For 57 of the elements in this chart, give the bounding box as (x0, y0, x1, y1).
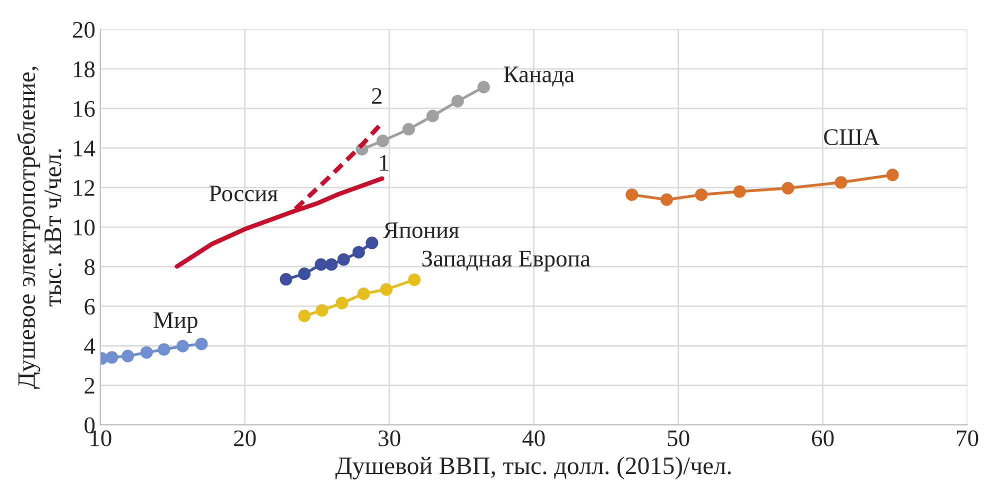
point (660, 193, 673, 206)
point (337, 253, 350, 266)
point (366, 236, 378, 250)
point (316, 304, 328, 317)
point (158, 343, 170, 356)
x-tick-label: 70 (957, 430, 978, 446)
y-tick-label: 2 (84, 378, 94, 394)
point (122, 350, 134, 362)
y-axis-title: Душевое электропотребление, тыс. кВт ч/чел. (16, 66, 62, 389)
point (325, 258, 338, 271)
y-tick-label: 6 (84, 298, 95, 315)
point (782, 182, 794, 194)
point (402, 122, 415, 136)
y-tick-label: 18 (74, 61, 95, 78)
series-label: США (824, 129, 880, 146)
point (451, 94, 464, 108)
point (477, 80, 490, 94)
y-tick-label: 20 (72, 22, 95, 38)
x-tick-label: 40 (522, 430, 545, 446)
series-label: Мир (154, 312, 198, 333)
point (298, 268, 311, 280)
y-tick-label: 10 (74, 220, 95, 236)
point (733, 185, 746, 198)
point (195, 338, 208, 350)
point (298, 310, 311, 322)
point (314, 258, 328, 271)
series-label: Япония (383, 222, 460, 238)
point (426, 110, 439, 122)
point (695, 188, 708, 201)
y-tick-label: 16 (74, 101, 95, 117)
series-label: Канада (504, 66, 574, 87)
y-tick-label: 12 (74, 180, 94, 196)
point (380, 283, 393, 296)
point (140, 346, 153, 359)
x-tick-label: 50 (668, 430, 690, 446)
point (352, 246, 365, 258)
point (336, 296, 348, 310)
x-tick-label: 30 (378, 430, 400, 446)
series-label: 2 (372, 88, 382, 104)
y-tick-label: 14 (74, 140, 96, 156)
point (834, 176, 848, 189)
point (106, 351, 118, 364)
point (626, 188, 638, 201)
x-tick-label: 20 (234, 430, 256, 446)
point (408, 273, 421, 286)
y-tick-label: 4 (84, 338, 96, 354)
point (176, 340, 189, 352)
x-tick-label: 60 (812, 430, 834, 446)
annotation: Россия (209, 186, 278, 202)
series-label: 1 (380, 155, 388, 171)
point (357, 287, 370, 300)
point (886, 168, 899, 182)
point (376, 134, 389, 148)
point (280, 273, 292, 286)
y-tick-label: 8 (84, 259, 95, 276)
x-axis-title: Душевой ВВП, тыс. долл. (2015)/чел. (335, 456, 731, 480)
series-label: Западная Европа (422, 250, 590, 272)
